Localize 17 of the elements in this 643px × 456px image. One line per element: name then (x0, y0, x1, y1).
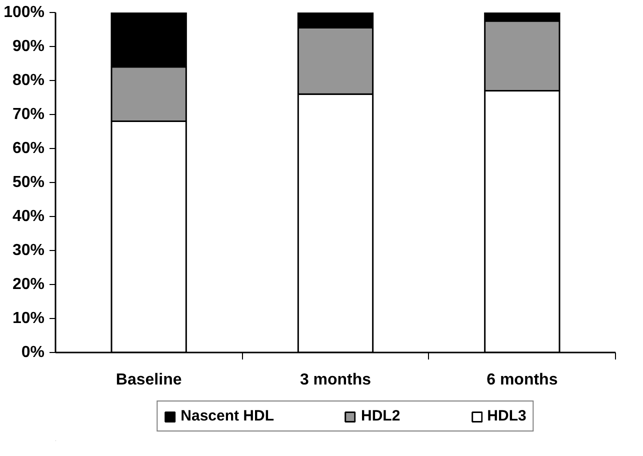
y-tick-label: 70% (12, 106, 45, 123)
legend-label: HDL3 (487, 408, 526, 424)
y-tick-label: 50% (12, 174, 45, 191)
y-tick-label: 20% (12, 276, 45, 293)
x-tick-label: 3 months (300, 372, 372, 388)
y-tick-label: 90% (12, 38, 45, 55)
y-tick-label: 0% (21, 344, 44, 361)
legend-label: HDL2 (361, 408, 400, 424)
y-tick-label: 10% (12, 310, 45, 327)
legend-label: Nascent HDL (180, 408, 274, 424)
y-tick-label: 60% (12, 140, 45, 157)
y-tick-label: 30% (12, 242, 45, 259)
y-tick-label: 40% (12, 208, 45, 225)
y-tick-label: 100% (4, 4, 44, 21)
x-tick-label: Baseline (116, 372, 182, 388)
x-tick-label: 6 months (486, 372, 558, 388)
y-tick-label: 80% (12, 72, 45, 89)
